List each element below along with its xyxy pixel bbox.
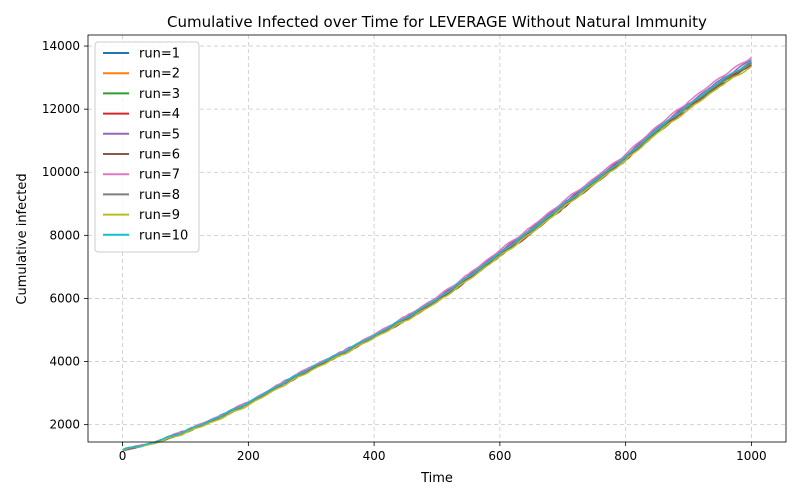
legend-label: run=6 bbox=[139, 148, 180, 163]
y-tick-label: 6000 bbox=[49, 291, 80, 305]
legend-label: run=7 bbox=[139, 168, 180, 183]
axes bbox=[84, 34, 787, 446]
legend-label: run=4 bbox=[139, 107, 180, 122]
x-tick-label: 0 bbox=[119, 449, 127, 463]
series-line-run-1 bbox=[122, 61, 752, 451]
y-axis-label: Cumulative infected bbox=[15, 173, 30, 304]
legend-label: run=3 bbox=[139, 87, 180, 102]
x-tick-label: 400 bbox=[363, 449, 386, 463]
chart-title: Cumulative Infected over Time for LEVERA… bbox=[167, 13, 707, 31]
legend-label: run=9 bbox=[139, 208, 180, 223]
y-tick-label: 10000 bbox=[42, 165, 80, 179]
series-line-run-8 bbox=[122, 62, 752, 451]
series-lines bbox=[122, 56, 752, 451]
x-tick-label: 600 bbox=[488, 449, 511, 463]
series-line-run-7 bbox=[122, 56, 752, 451]
grid bbox=[88, 35, 786, 442]
series-line-run-4 bbox=[122, 61, 752, 451]
x-axis-label: Time bbox=[420, 471, 453, 486]
legend-label: run=1 bbox=[139, 47, 180, 62]
legend: run=1 run=2 run=3 run=4 run=5 run=6 run=7 run=8… bbox=[94, 41, 200, 253]
y-tick-label: 8000 bbox=[49, 228, 80, 242]
y-tick-label: 12000 bbox=[42, 102, 80, 116]
y-tick-label: 14000 bbox=[42, 39, 80, 53]
legend-box bbox=[94, 41, 200, 253]
series-line-run-3 bbox=[122, 64, 752, 451]
legend-label: run=5 bbox=[139, 127, 180, 142]
legend-label: run=10 bbox=[139, 228, 188, 243]
legend-label: run=8 bbox=[139, 188, 180, 203]
x-tick-label: 1000 bbox=[736, 449, 767, 463]
tick-labels: 0 200 400 600 800 1000 2000 4000 6000 8000 10000 12… bbox=[42, 39, 767, 463]
x-tick-label: 200 bbox=[237, 449, 260, 463]
legend-label: run=2 bbox=[139, 67, 180, 82]
series-line-run-10 bbox=[122, 60, 752, 451]
series-line-run-9 bbox=[122, 65, 752, 451]
series-line-run-2 bbox=[122, 62, 752, 451]
plot-frame bbox=[87, 34, 787, 443]
series-line-run-6 bbox=[122, 64, 752, 451]
y-tick-label: 4000 bbox=[49, 355, 80, 369]
x-tick-label: 800 bbox=[614, 449, 637, 463]
y-tick-label: 2000 bbox=[49, 418, 80, 432]
series-line-run-5 bbox=[122, 59, 752, 451]
